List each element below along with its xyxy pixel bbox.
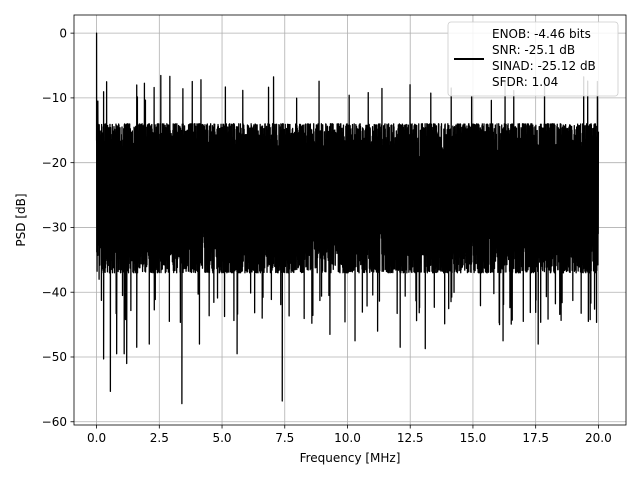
- legend: ENOB: -4.46 bits SNR: -25.1 dB SINAD: -2…: [447, 21, 619, 97]
- x-tick-label: 17.5: [522, 431, 549, 445]
- legend-entry: SINAD: -25.12 dB: [492, 59, 596, 73]
- y-tick-label: −50: [42, 350, 67, 364]
- y-tick-label: −60: [42, 415, 67, 429]
- y-tick-label: −40: [42, 285, 67, 299]
- legend-frame: [447, 21, 619, 97]
- x-tick-label: 7.5: [275, 431, 294, 445]
- y-tick-label: −10: [42, 91, 67, 105]
- legend-entry: SFDR: 1.04: [492, 75, 558, 89]
- y-tick-label: −30: [42, 221, 67, 235]
- x-tick-label: 2.5: [150, 431, 169, 445]
- x-tick-label: 20.0: [585, 431, 612, 445]
- x-tick-label: 5.0: [212, 431, 231, 445]
- y-tick-label: −20: [42, 156, 67, 170]
- x-tick-label: 15.0: [460, 431, 487, 445]
- series-layer: [95, 32, 600, 405]
- legend-entry: SNR: -25.1 dB: [492, 43, 575, 57]
- y-tick-label: 0: [59, 26, 67, 40]
- x-axis-label: Frequency [MHz]: [300, 451, 401, 465]
- axes: 0.0 2.5 5.0 7.5 10.0 12.5 15.0 17.5 20.0 0 −10 −20 −…: [42, 26, 612, 445]
- x-tick-label: 0.0: [87, 431, 106, 445]
- plot-frame: [73, 14, 627, 426]
- psd-series-line: [95, 32, 600, 405]
- y-axis-label: PSD [dB]: [14, 193, 28, 246]
- legend-entry: ENOB: -4.46 bits: [492, 27, 591, 41]
- x-tick-label: 10.0: [334, 431, 361, 445]
- x-tick-label: 12.5: [397, 431, 424, 445]
